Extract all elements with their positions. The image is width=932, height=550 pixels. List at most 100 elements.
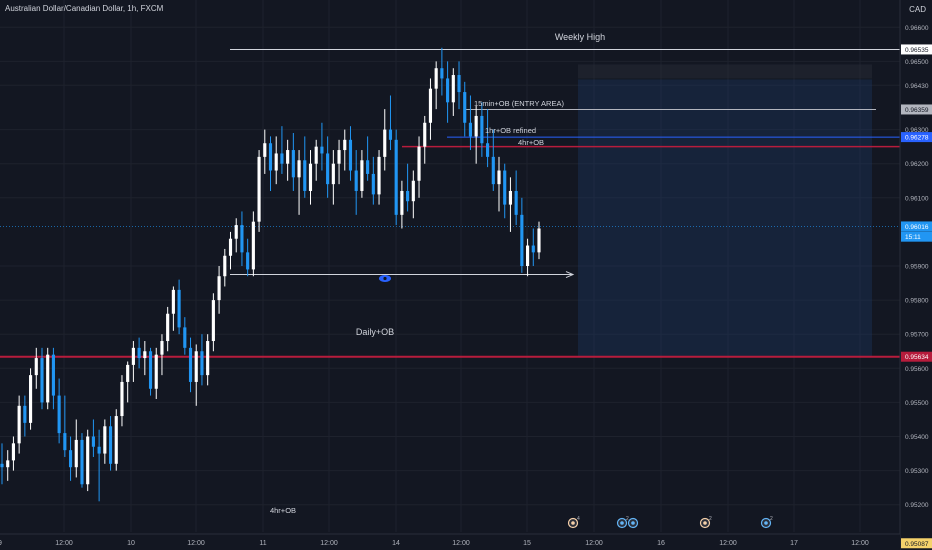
candle-body: [371, 173, 375, 195]
candle-body: [6, 460, 10, 468]
price-tag[interactable]: [901, 104, 932, 115]
price-tag[interactable]: [901, 351, 932, 362]
candle-body: [411, 180, 415, 202]
price-tick-label: 0.96600: [905, 25, 929, 32]
price-tick-label: 0.96100: [905, 195, 929, 202]
candle-body: [160, 341, 164, 355]
event-marker-dot: [620, 521, 624, 525]
price-tag[interactable]: [901, 538, 932, 549]
candle-body: [0, 463, 4, 468]
annotation-label: 1hr+OB refined: [485, 126, 536, 135]
grid: [0, 0, 900, 532]
annotations: Weekly High 15min+OB (ENTRY AREA) 1hr+OB r…: [270, 32, 605, 515]
annotation-label: 15min+OB (ENTRY AREA): [474, 99, 564, 108]
time-tick-label: 15: [523, 540, 531, 547]
candle-body: [400, 190, 404, 215]
time-axis-bg: [0, 534, 900, 550]
candle-body: [223, 255, 227, 277]
event-markers[interactable]: 4 2 2 2: [567, 516, 774, 529]
candle-body: [286, 150, 290, 164]
price-tick-label: 0.96200: [905, 161, 929, 168]
price-tick-label: 0.95800: [905, 298, 929, 305]
price-tick-label: 0.96500: [905, 59, 929, 66]
candle-body: [508, 190, 513, 205]
candle-body: [148, 351, 153, 389]
candle-body: [377, 156, 381, 195]
position-zone-rect[interactable]: [578, 79, 872, 357]
event-marker-dot: [703, 521, 707, 525]
price-tick-label: 0.95600: [905, 366, 929, 373]
candle-body: [234, 225, 238, 239]
candle-body: [183, 327, 187, 348]
price-axis-bg: [900, 0, 932, 532]
event-marker-count: 2: [770, 516, 773, 522]
annotation-label: Weekly High: [555, 32, 605, 42]
currency-label: CAD: [909, 5, 926, 14]
candle-body: [126, 364, 130, 382]
candle-body: [303, 160, 307, 191]
candle-body: [348, 139, 353, 171]
time-tick-label: 9: [0, 540, 2, 547]
candle-body: [57, 395, 61, 434]
price-axis[interactable]: 0.96600 0.96500 0.96430 0.96300 0.96200 0.961…: [899, 0, 932, 550]
price-tag-label: 0.96016: [905, 224, 929, 231]
candle-body: [177, 289, 181, 328]
price-tick-label: 0.95400: [905, 434, 929, 441]
position-zone[interactable]: [578, 64, 872, 357]
price-tick-label: 0.96430: [905, 83, 929, 90]
candle-body: [114, 416, 118, 464]
candle-body: [428, 88, 433, 123]
price-tick-label: 0.95900: [905, 264, 929, 271]
candle-body: [440, 68, 444, 79]
price-tag[interactable]: [901, 231, 932, 242]
price-tag[interactable]: [901, 132, 932, 143]
candle-body: [200, 351, 204, 376]
candle-body: [366, 160, 370, 174]
candle-body: [537, 228, 541, 253]
candle-body: [343, 139, 347, 151]
time-axis[interactable]: 12:00 10 12:00 11 12:00 14 12:00 15 12:00 16 12:00…: [0, 533, 900, 550]
candle-body: [434, 68, 438, 89]
price-tag[interactable]: [901, 44, 932, 55]
candles: [0, 47, 541, 502]
candle-body: [217, 276, 221, 301]
candle-body: [74, 439, 78, 468]
time-tick-label: 12:00: [55, 540, 73, 547]
event-marker-dot: [571, 521, 575, 525]
candle-body: [314, 146, 318, 164]
price-tag-label: 0.95634: [905, 354, 929, 361]
event-marker-count: 2: [709, 516, 712, 522]
candle-body: [291, 150, 295, 178]
time-tick-label: 12:00: [320, 540, 338, 547]
candle-body: [280, 153, 284, 164]
candle-body: [268, 143, 273, 171]
candle-body: [188, 347, 193, 382]
candle-body: [337, 150, 341, 164]
price-tag[interactable]: [901, 221, 932, 232]
candle-body: [297, 160, 301, 178]
candle-body: [320, 146, 324, 154]
time-tick-label: 14: [392, 540, 400, 547]
event-marker-dot: [631, 521, 635, 525]
time-tick-label: 16: [657, 540, 665, 547]
candle-body: [423, 122, 427, 147]
candle-body: [17, 405, 21, 444]
annotation-label: 4hr+OB: [518, 138, 544, 147]
event-marker-count: 2: [626, 516, 629, 522]
candle-body: [474, 115, 478, 137]
annotation-label: Daily+OB: [356, 327, 394, 337]
candle-body: [68, 450, 73, 468]
candle-body: [457, 75, 461, 93]
candle-body: [97, 446, 101, 454]
time-tick-label: 11: [259, 540, 266, 547]
time-tick-label: 12:00: [585, 540, 603, 547]
candle-body: [120, 381, 124, 417]
candle-body: [503, 170, 507, 205]
position-zone-header[interactable]: [578, 64, 872, 79]
candle-body: [497, 170, 501, 185]
price-tick-label: 0.95300: [905, 468, 929, 475]
candle-body: [11, 443, 15, 461]
candle-body: [463, 92, 467, 123]
